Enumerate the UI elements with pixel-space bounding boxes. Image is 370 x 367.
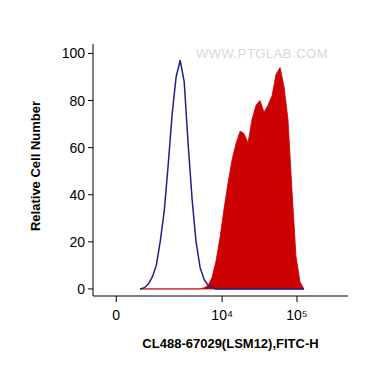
x-tick [116,296,117,302]
x-tick [222,296,223,302]
x-tick-label: 0 [112,307,120,323]
y-tick [88,100,93,101]
chart: WWW.PTGLAB.COM 0 20 40 60 80 100 0 10⁴ 10⁵ CL488-6… [0,0,370,367]
x-tick-label: 10⁴ [211,307,233,323]
plot-area [140,60,304,288]
y-tick [88,288,93,289]
x-tick [296,296,297,302]
y-tick [88,194,93,195]
y-tick [88,53,93,54]
x-axis-label: CL488-67029(LSM12),FITC-H [142,336,318,351]
y-tick-label: 40 [69,187,85,203]
y-tick-label: 0 [77,281,85,297]
y-axis [93,44,94,296]
y-tick-label: 100 [62,45,86,61]
y-tick-label: 80 [69,93,85,109]
y-tick [88,147,93,148]
x-axis [93,296,348,297]
y-tick [88,241,93,242]
histogram-area [140,68,304,289]
y-tick-label: 20 [69,234,85,250]
watermark: WWW.PTGLAB.COM [196,46,328,61]
y-axis-label: Relative Cell Number [28,101,43,231]
x-tick-label: 10⁵ [286,307,307,323]
histogram-line [140,60,304,288]
y-tick-label: 60 [69,140,85,156]
